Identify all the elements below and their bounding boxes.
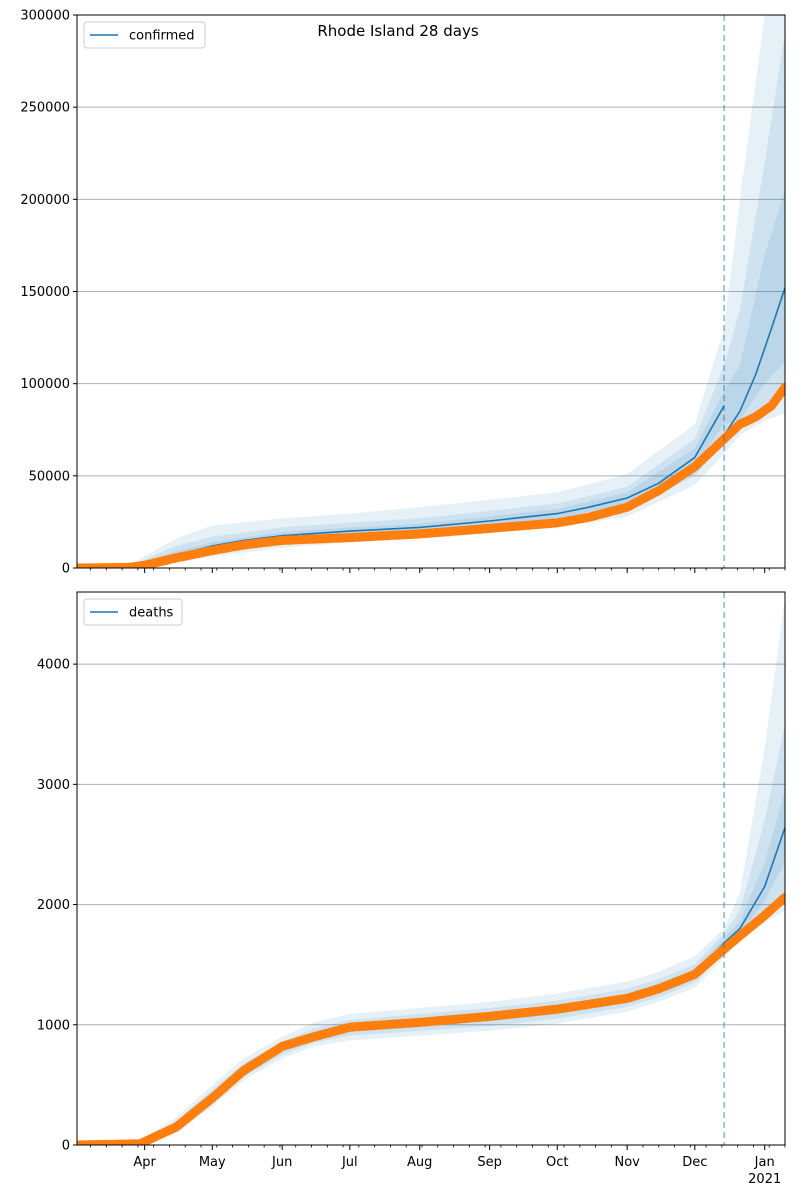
y-tick-label: 150000 xyxy=(20,285,70,300)
x-tick-label: Jul xyxy=(341,1155,358,1170)
x-tick-label: Jan xyxy=(754,1155,775,1170)
x-tick-label: Aug xyxy=(407,1155,432,1170)
legend-box xyxy=(83,598,183,626)
uncertainty-band-outer xyxy=(77,598,785,1145)
x-axis: Apr May Jun Jul Aug Sep Oct Nov Dec Jan 2021 xyxy=(133,1155,781,1187)
figure-title: Rhode Island 28 days xyxy=(317,22,478,40)
observed-markers xyxy=(77,892,785,1145)
y-tick-label: 100000 xyxy=(20,377,70,392)
observed-markers xyxy=(77,382,785,568)
x-tick-label: May xyxy=(199,1155,226,1170)
uncertainty-band-middle xyxy=(77,724,785,1145)
y-tick-label: 250000 xyxy=(20,101,70,116)
y-tick-label: 200000 xyxy=(20,193,70,208)
legend-box xyxy=(83,21,206,49)
y-tick-label: 2000 xyxy=(37,898,70,913)
legend-label: confirmed xyxy=(129,29,195,44)
plot-area xyxy=(77,598,785,1145)
legend: confirmed xyxy=(83,21,206,49)
x-year-label: 2021 xyxy=(748,1172,781,1187)
y-tick-label: 1000 xyxy=(37,1018,70,1033)
x-tick-label: Dec xyxy=(682,1155,707,1170)
observed-point xyxy=(780,382,785,392)
x-tick-label: Oct xyxy=(546,1155,568,1170)
legend-label: deaths xyxy=(129,606,174,621)
y-tick-label: 3000 xyxy=(37,778,70,793)
deaths-panel: 0 1000 2000 3000 4000 deaths xyxy=(37,591,786,1154)
plot-area xyxy=(77,15,785,568)
series-line-confirmed-projection xyxy=(723,287,785,436)
y-tick-label: 0 xyxy=(62,562,70,577)
y-tick-label: 0 xyxy=(62,1139,70,1154)
x-tick-label: Nov xyxy=(614,1155,640,1170)
y-tick-label: 4000 xyxy=(37,658,70,673)
y-tick-label: 300000 xyxy=(20,9,70,24)
y-tick-label: 50000 xyxy=(29,469,70,484)
observed-point xyxy=(780,892,785,902)
x-tick-label: Jun xyxy=(271,1155,292,1170)
plot-frame xyxy=(76,591,786,1146)
x-tick-label: Sep xyxy=(477,1155,502,1170)
confirmed-panel: 0 50000 100000 150000 200000 250000 300000 conf… xyxy=(20,9,786,577)
legend: deaths xyxy=(83,598,183,626)
x-tick-label: Apr xyxy=(133,1155,156,1170)
